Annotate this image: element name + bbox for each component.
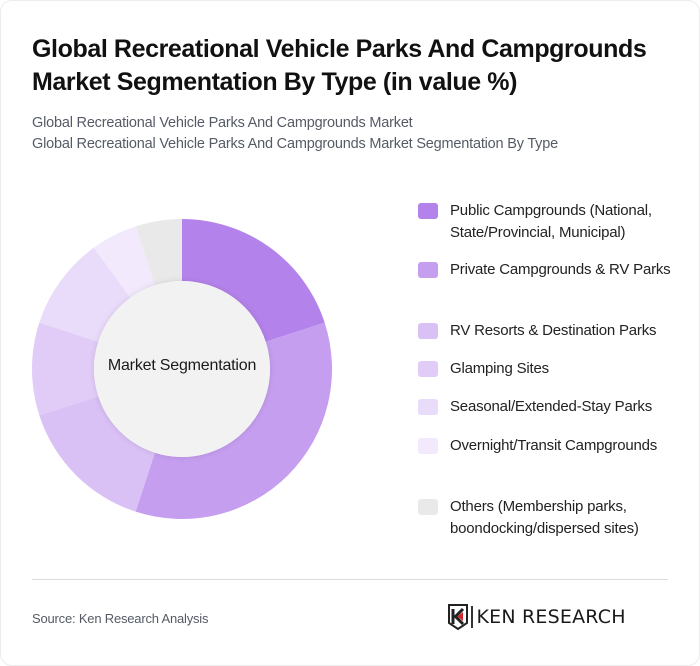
legend-label: Public Campgrounds (National, State/Prov… (450, 202, 652, 241)
legend-item-public-campgrounds: Public Campgrounds (National, State/Prov… (418, 200, 676, 244)
legend-label: Overnight/Transit Campgrounds (450, 437, 658, 454)
logo-wordmark: KEN RESEARCH (476, 606, 626, 628)
legend-swatch (418, 438, 438, 454)
donut-center-label: Market Segmentation (107, 357, 257, 374)
donut-segment (93, 226, 155, 298)
donut-segment (39, 396, 155, 512)
donut-segment (135, 322, 332, 519)
donut-segment (39, 247, 131, 342)
donut-center-circle (94, 281, 270, 457)
donut-chart (31, 219, 332, 519)
chart-subtitle: Global Recreational Vehicle Parks And Ca… (32, 113, 672, 155)
legend-swatch (418, 203, 438, 219)
legend-item-overnight-campgrounds: Overnight/Transit Campgrounds (418, 435, 676, 457)
legend-swatch (418, 323, 438, 339)
logo-separator (471, 606, 473, 628)
donut-segment (182, 219, 325, 342)
legend-item-rv-resorts: RV Resorts & Destination Parks (418, 320, 676, 342)
legend-item-others: Others (Membership parks, boondocking/di… (418, 496, 676, 540)
legend-label: Private Campgrounds & RV Parks (450, 261, 671, 278)
legend-item-seasonal-parks: Seasonal/Extended-Stay Parks (418, 396, 676, 418)
legend-swatch (418, 262, 438, 278)
legend-swatch (418, 499, 438, 515)
legend-label: Glamping Sites (450, 360, 549, 377)
subtitle-line-1: Global Recreational Vehicle Parks And Ca… (32, 115, 413, 131)
legend-item-glamping-sites: Glamping Sites (418, 358, 676, 380)
chart-title: Global Recreational Vehicle Parks And Ca… (32, 35, 647, 96)
legend-label: Others (Membership parks, boondocking/di… (450, 498, 639, 537)
donut-segment (31, 322, 99, 416)
subtitle-line-2: Global Recreational Vehicle Parks And Ca… (32, 136, 558, 152)
legend-label: Seasonal/Extended-Stay Parks (450, 398, 653, 415)
ken-research-k-shield-icon (448, 604, 468, 630)
legend-item-private-campgrounds: Private Campgrounds & RV Parks (418, 259, 676, 281)
source-note: Source: Ken Research Analysis (32, 611, 209, 626)
ken-research-logo: KEN RESEARCH (448, 603, 626, 631)
legend-swatch (418, 361, 438, 377)
legend-label: RV Resorts & Destination Parks (450, 322, 657, 339)
legend-swatch (418, 399, 438, 415)
footer-divider (32, 579, 668, 580)
donut-segment (135, 219, 182, 286)
